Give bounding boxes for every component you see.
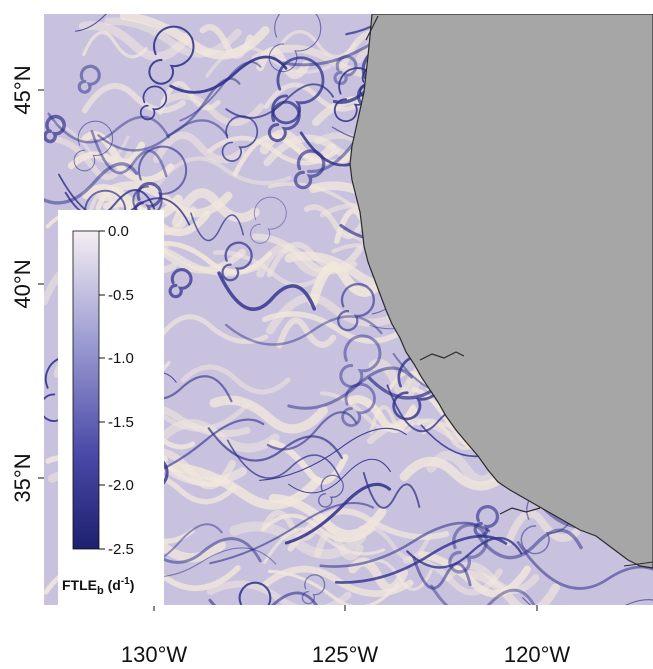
light-filament (53, 136, 133, 181)
ftle-ridge (301, 574, 326, 605)
ftle-ridge (225, 315, 383, 346)
ftle-ridge (266, 411, 358, 451)
light-filament (269, 439, 349, 485)
ftle-ridge (337, 282, 375, 332)
ftle-ridge (339, 334, 382, 388)
light-filament (150, 314, 269, 351)
ftle-ridge (268, 14, 322, 72)
lat-label-40: 40°N (10, 259, 35, 308)
colorbar-legend: 0.0 -0.5 -1.0 -1.5 -2.0 -2.5 FTLEb (d-1) (58, 210, 164, 606)
light-filament (268, 494, 387, 539)
ftle-ridge (250, 196, 287, 244)
ftle-ridge (448, 523, 488, 574)
light-filament (78, 21, 193, 62)
ftle-ridge (77, 64, 101, 94)
light-filament (504, 509, 581, 546)
colorbar-title: FTLEb (d-1) (62, 576, 134, 597)
colorbar-tick-5: -2.5 (108, 541, 134, 558)
ftle-ridge (47, 112, 170, 144)
lon-label-125: 125°W (312, 642, 379, 667)
ftle-ridge (429, 584, 536, 605)
ftle-ridge (319, 521, 491, 568)
light-filament (152, 131, 245, 164)
ftle-ridge (169, 55, 288, 94)
ftle-ridge (271, 56, 325, 125)
light-filament (308, 262, 379, 307)
ftle-ridge (168, 268, 193, 299)
ftle-ridge (345, 14, 396, 36)
colorbar-tick-0: 0.0 (108, 223, 129, 240)
ftle-ridge (473, 505, 499, 537)
light-filament (263, 82, 367, 112)
light-filament (82, 31, 148, 59)
ftle-ridge (238, 581, 272, 605)
ftle-ridge (148, 25, 195, 85)
lat-label-35: 35°N (10, 453, 35, 502)
light-filament (180, 364, 291, 395)
light-filament (160, 92, 265, 127)
lat-label-45: 45°N (10, 65, 35, 114)
ftle-ridge (208, 591, 318, 605)
light-filament (267, 569, 400, 605)
ftle-ridge (341, 382, 376, 427)
light-filament (154, 419, 280, 453)
ftle-ridge (362, 471, 421, 509)
ftle-ridge (333, 55, 358, 86)
ftle-ridge (166, 77, 241, 137)
light-filament (426, 450, 504, 486)
colorbar-tick-4: -2.0 (108, 477, 134, 494)
ftle-ridge (139, 85, 168, 121)
ftle-ridge (406, 536, 523, 569)
ftle-ridge (190, 212, 245, 242)
ftle-ridge (516, 541, 653, 590)
light-filament (263, 527, 386, 565)
light-filament (262, 510, 321, 541)
lon-label-130: 130°W (121, 642, 188, 667)
ftle-ridge (318, 474, 344, 508)
ftle-ridge (267, 100, 301, 143)
ftle-ridge (74, 14, 107, 32)
light-filament (81, 83, 186, 114)
light-filament (262, 311, 415, 344)
ftle-ridge (287, 366, 414, 410)
ftle-ridge (217, 271, 316, 311)
ftle-ridge (221, 241, 253, 282)
light-filament (465, 569, 560, 605)
colorbar-ramp (72, 230, 100, 550)
light-filament (418, 550, 532, 598)
ftle-ridge (44, 162, 139, 205)
light-filament (81, 131, 145, 167)
ftle-ridge (226, 439, 342, 480)
light-filament (104, 17, 242, 58)
ftle-ridge (412, 556, 472, 590)
light-filament (279, 30, 357, 59)
light-filament (443, 561, 540, 594)
ftle-ridge (476, 528, 583, 560)
coastline-detail (365, 15, 541, 515)
lon-label-120: 120°W (504, 642, 571, 667)
light-filament (212, 250, 337, 288)
colorbar-tick-3: -1.5 (108, 414, 134, 431)
ftle-ridge (334, 534, 508, 584)
light-filament (303, 204, 368, 239)
colorbar-tick-2: -1.0 (108, 350, 134, 367)
border-line (623, 561, 653, 567)
light-filament (169, 462, 322, 510)
land-area (349, 14, 653, 569)
light-filament (276, 317, 337, 349)
ftle-ridge (44, 114, 66, 144)
ftle-ridge (259, 427, 407, 481)
ftle-ridge (132, 145, 188, 216)
ftle-ridge (288, 458, 391, 494)
colorbar-tick-1: -0.5 (108, 287, 134, 304)
ftle-ridge (221, 115, 259, 162)
ftle-ridge (293, 149, 326, 190)
ftle-ridge (90, 129, 168, 178)
ftle-ridge (209, 502, 374, 565)
light-filament (266, 293, 396, 335)
ftle-ridge (73, 120, 114, 172)
light-filament (399, 456, 510, 491)
